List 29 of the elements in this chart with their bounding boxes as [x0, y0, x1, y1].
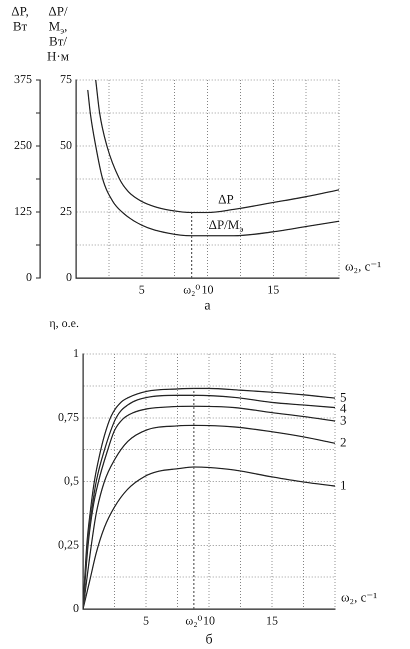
text: а [204, 298, 212, 314]
series-label: ΔP [218, 192, 234, 207]
y-tick-label: 0,5 [64, 474, 79, 488]
y-tick-label: 1 [73, 346, 79, 360]
y-tick-label: 375 [14, 72, 32, 86]
y-tick-label: 125 [14, 204, 32, 218]
series-label: 1 [340, 478, 346, 493]
x-tick-label: 5 [143, 613, 149, 628]
text: б [205, 632, 213, 648]
y-tick-label: 0,75 [58, 410, 79, 424]
x-tick-label: 15 [267, 282, 280, 296]
y-axis-title: ΔP, Вт [11, 3, 29, 34]
x-tick-label: 15 [266, 613, 278, 628]
y2-tick-label: 75 [60, 72, 72, 86]
x-axis-title: ω₂, с⁻¹ [341, 589, 378, 604]
y-tick-label: 0 [26, 270, 32, 284]
x-tick-label: ω₂⁰ [183, 282, 200, 296]
y-tick-label: 0,25 [58, 537, 79, 552]
y-tick-label: 0 [73, 601, 79, 616]
y2-tick-label: 50 [60, 138, 72, 152]
y-axis-title: η, о.е. [49, 316, 80, 330]
x-tick-label: 10 [203, 613, 215, 628]
y-tick-label: 250 [14, 138, 32, 152]
x-tick-label: 5 [138, 282, 145, 296]
y2-tick-label: 25 [60, 204, 72, 218]
x-tick-label: ω₂⁰ [185, 613, 203, 628]
x-axis-title: ω₂, с⁻¹ [345, 258, 382, 274]
x-tick-label: 10 [202, 282, 214, 296]
series-label: 2 [340, 434, 346, 450]
